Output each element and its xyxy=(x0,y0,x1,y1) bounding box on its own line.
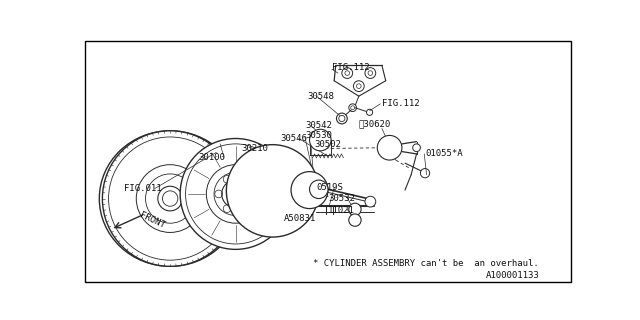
Text: A100001133: A100001133 xyxy=(486,271,540,280)
Text: FIG.112: FIG.112 xyxy=(382,99,420,108)
Circle shape xyxy=(158,186,182,211)
Circle shape xyxy=(413,144,420,152)
Text: FIG.011: FIG.011 xyxy=(124,184,161,193)
Circle shape xyxy=(349,104,356,112)
Text: 30542: 30542 xyxy=(305,121,332,130)
Ellipse shape xyxy=(99,131,241,266)
Text: FIG.112: FIG.112 xyxy=(332,63,369,72)
Text: 11021: 11021 xyxy=(328,206,355,215)
Text: FRONT: FRONT xyxy=(139,211,167,231)
Text: 0519S: 0519S xyxy=(316,183,343,192)
Circle shape xyxy=(420,169,429,178)
Text: 30546: 30546 xyxy=(280,134,307,143)
Circle shape xyxy=(378,135,402,160)
Circle shape xyxy=(221,180,250,208)
Circle shape xyxy=(264,182,281,199)
Circle shape xyxy=(337,113,348,124)
Text: 30502: 30502 xyxy=(314,140,341,149)
Circle shape xyxy=(342,68,353,78)
Text: ※30620: ※30620 xyxy=(359,119,391,128)
Circle shape xyxy=(349,214,361,226)
Circle shape xyxy=(102,131,238,266)
Text: * CYLINDER ASSEMBRY can't be  an overhaul.: * CYLINDER ASSEMBRY can't be an overhaul… xyxy=(312,259,538,268)
Circle shape xyxy=(353,81,364,92)
Circle shape xyxy=(310,180,328,198)
Circle shape xyxy=(266,222,275,231)
Text: 01055*A: 01055*A xyxy=(426,149,463,158)
Text: 30100: 30100 xyxy=(198,153,225,162)
Circle shape xyxy=(365,196,376,207)
Circle shape xyxy=(180,139,291,249)
Circle shape xyxy=(227,145,319,237)
Text: 30532: 30532 xyxy=(328,194,355,203)
Circle shape xyxy=(367,109,372,116)
Circle shape xyxy=(365,68,376,78)
Text: A50831: A50831 xyxy=(284,214,316,223)
Text: 30530: 30530 xyxy=(305,131,332,140)
Text: 30548: 30548 xyxy=(307,92,334,101)
Circle shape xyxy=(310,129,331,151)
Circle shape xyxy=(349,203,361,215)
Text: 30210: 30210 xyxy=(241,144,268,153)
Circle shape xyxy=(291,172,328,209)
